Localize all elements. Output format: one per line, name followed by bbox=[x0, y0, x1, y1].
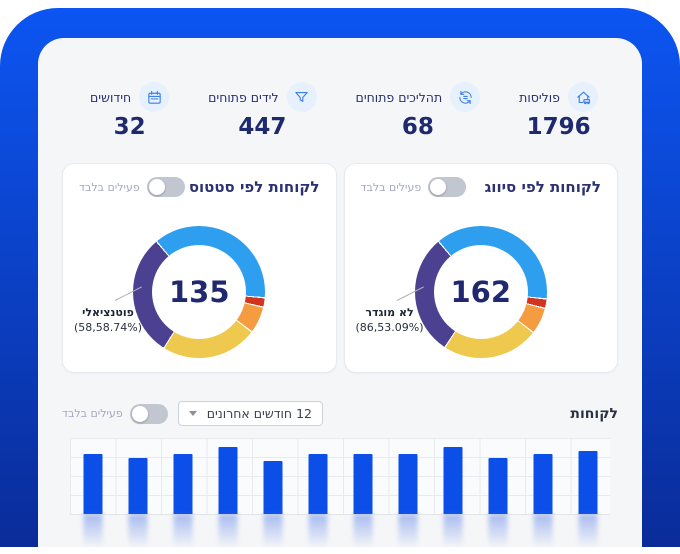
bar-reflection bbox=[83, 514, 102, 554]
bar-reflection bbox=[353, 514, 372, 554]
bar-reflection bbox=[578, 514, 597, 554]
bar-column bbox=[250, 438, 295, 514]
stat-open-processes-value: 68 bbox=[402, 114, 434, 140]
bar-column bbox=[340, 438, 385, 514]
classification-donut-total: 162 bbox=[434, 245, 528, 339]
customers-active-only-toggle[interactable] bbox=[130, 404, 168, 424]
bar bbox=[128, 458, 147, 514]
card-customers-by-status: לקוחות לפי סטטוס פעילים בלבד 135 פוטנציא… bbox=[62, 163, 337, 373]
bar-column bbox=[520, 438, 565, 514]
bar bbox=[533, 454, 552, 514]
dashboard-panel: פוליסות 1796 תהליכים פתוחים 68 לידים פתו… bbox=[38, 38, 642, 547]
home-car-icon bbox=[568, 82, 598, 112]
customers-controls: 12 חודשים אחרונים פעילים בלבד bbox=[62, 401, 323, 426]
status-donut-wrap: 135 bbox=[63, 226, 336, 358]
toggle-knob bbox=[149, 179, 165, 195]
stat-policies-top: פוליסות bbox=[519, 82, 598, 112]
classification-active-only-toggle[interactable] bbox=[428, 177, 466, 197]
customers-section: לקוחות 12 חודשים אחרונים פעילים בלבד bbox=[38, 401, 642, 515]
bar-column bbox=[70, 438, 115, 514]
card-customers-by-classification: לקוחות לפי סיווג פעילים בלבד 162 לא מוגד… bbox=[344, 163, 619, 373]
stats-row: פוליסות 1796 תהליכים פתוחים 68 לידים פתו… bbox=[38, 82, 642, 140]
classification-active-only-label: פעילים בלבד bbox=[361, 181, 422, 194]
bar-column bbox=[115, 438, 160, 514]
card-status-title: לקוחות לפי סטטוס bbox=[189, 178, 320, 196]
months-range-label: 12 חודשים אחרונים bbox=[207, 406, 312, 421]
status-active-only-label: פעילים בלבד bbox=[79, 181, 140, 194]
bar bbox=[398, 454, 417, 514]
bar-column bbox=[565, 438, 610, 514]
toggle-knob bbox=[132, 406, 148, 422]
card-classification-title: לקוחות לפי סיווג bbox=[485, 178, 601, 196]
stat-renewals-label: חידושים bbox=[90, 90, 131, 105]
classification-active-only-toggle-group: פעילים בלבד bbox=[361, 177, 467, 197]
status-callout: פוטנציאלי (58,58.74%) bbox=[67, 306, 149, 334]
donut-cards-row: לקוחות לפי סיווג פעילים בלבד 162 לא מוגד… bbox=[38, 163, 642, 373]
stat-renewals: חידושים 32 bbox=[90, 82, 169, 140]
bar-reflection bbox=[263, 514, 282, 554]
stat-open-leads-value: 447 bbox=[238, 114, 286, 140]
customers-active-only-label: פעילים בלבד bbox=[62, 407, 123, 420]
bar bbox=[353, 454, 372, 514]
bar bbox=[488, 458, 507, 514]
classification-callout: לא מוגדר (86,53.09%) bbox=[349, 306, 431, 334]
stat-open-processes-label: תהליכים פתוחים bbox=[356, 90, 443, 105]
stat-renewals-value: 32 bbox=[114, 114, 146, 140]
calendar-icon bbox=[139, 82, 169, 112]
classification-donut-wrap: 162 bbox=[345, 226, 618, 358]
bar-reflection bbox=[128, 514, 147, 554]
stat-policies-value: 1796 bbox=[527, 114, 591, 140]
classification-callout-value: (86,53.09%) bbox=[349, 321, 431, 334]
bar-column bbox=[295, 438, 340, 514]
bar bbox=[218, 447, 237, 514]
card-status-header: לקוחות לפי סטטוס פעילים בלבד bbox=[63, 164, 336, 197]
stat-open-leads-top: לידים פתוחים bbox=[208, 82, 316, 112]
bar-reflection bbox=[308, 514, 327, 554]
bar-reflection bbox=[173, 514, 192, 554]
status-callout-value: (58,58.74%) bbox=[67, 321, 149, 334]
bar bbox=[263, 461, 282, 514]
bar-reflection bbox=[398, 514, 417, 554]
customers-active-only-toggle-group: פעילים בלבד bbox=[62, 404, 168, 424]
status-donut-chart: 135 bbox=[133, 226, 265, 358]
classification-callout-name: לא מוגדר bbox=[349, 306, 431, 319]
customers-title: לקוחות bbox=[570, 406, 618, 422]
status-callout-name: פוטנציאלי bbox=[67, 306, 149, 319]
bar bbox=[578, 451, 597, 514]
stat-open-processes-top: תהליכים פתוחים bbox=[356, 82, 481, 112]
bar bbox=[173, 454, 192, 514]
stat-open-leads-label: לידים פתוחים bbox=[208, 90, 278, 105]
bar-column bbox=[160, 438, 205, 514]
stat-policies-label: פוליסות bbox=[519, 90, 560, 105]
bar-column bbox=[430, 438, 475, 514]
bar-column bbox=[205, 438, 250, 514]
status-active-only-toggle[interactable] bbox=[147, 177, 185, 197]
stat-policies: פוליסות 1796 bbox=[519, 82, 598, 140]
stat-renewals-top: חידושים bbox=[90, 82, 169, 112]
card-classification-header: לקוחות לפי סיווג פעילים בלבד bbox=[345, 164, 618, 197]
customers-bar-chart bbox=[70, 438, 610, 515]
bar-reflection bbox=[218, 514, 237, 554]
bar-reflection bbox=[443, 514, 462, 554]
bar bbox=[83, 454, 102, 514]
stat-open-processes: תהליכים פתוחים 68 bbox=[356, 82, 481, 140]
customers-header: לקוחות 12 חודשים אחרונים פעילים בלבד bbox=[62, 401, 618, 426]
status-donut-total: 135 bbox=[152, 245, 246, 339]
classification-donut-chart: 162 bbox=[415, 226, 547, 358]
stat-open-leads: לידים פתוחים 447 bbox=[208, 82, 316, 140]
bar-column bbox=[385, 438, 430, 514]
months-range-dropdown[interactable]: 12 חודשים אחרונים bbox=[178, 401, 323, 426]
toggle-knob bbox=[430, 179, 446, 195]
bar-reflection bbox=[488, 514, 507, 554]
sync-icon bbox=[450, 82, 480, 112]
bar-column bbox=[475, 438, 520, 514]
bar bbox=[443, 447, 462, 514]
bar bbox=[308, 454, 327, 514]
bar-chart-bars bbox=[70, 438, 610, 514]
funnel-icon bbox=[287, 82, 317, 112]
bar-reflection bbox=[533, 514, 552, 554]
chevron-down-icon bbox=[189, 411, 197, 416]
status-active-only-toggle-group: פעילים בלבד bbox=[79, 177, 185, 197]
